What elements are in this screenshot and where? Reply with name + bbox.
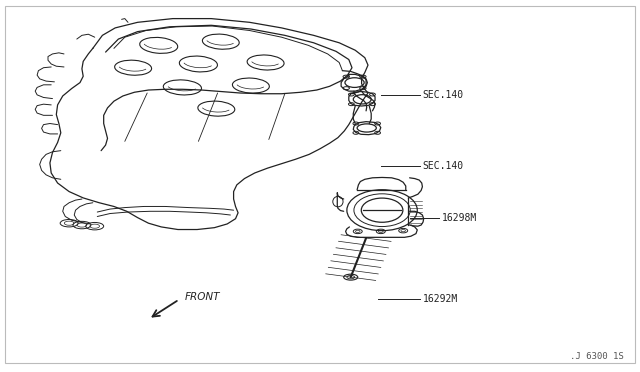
- Text: .J 6300 1S: .J 6300 1S: [570, 352, 624, 361]
- Text: 16298M: 16298M: [442, 213, 477, 222]
- Text: SEC.140: SEC.140: [422, 161, 463, 170]
- Text: SEC.140: SEC.140: [422, 90, 463, 100]
- Text: 16292M: 16292M: [422, 295, 458, 304]
- Text: FRONT: FRONT: [184, 292, 220, 302]
